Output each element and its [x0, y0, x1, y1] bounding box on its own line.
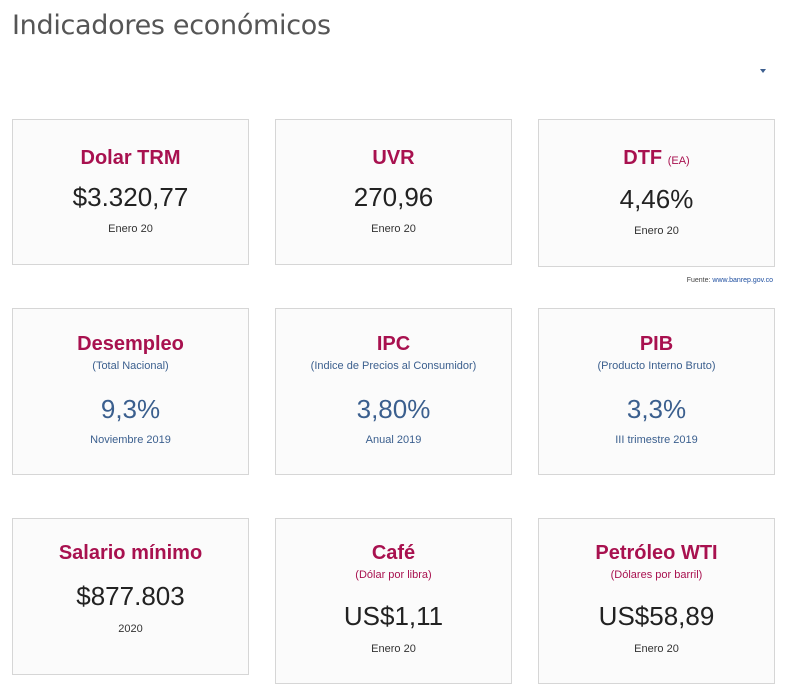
indicator-name: DTF (EA) — [539, 147, 774, 170]
indicator-name: UVR — [372, 147, 415, 169]
indicator-date: Enero 20 — [371, 223, 416, 235]
indicator-card-petroleo-wti: Petróleo WTI (Dólares por barril) US$58,… — [538, 518, 775, 684]
indicator-value: $3.320,77 — [72, 182, 189, 212]
indicator-value: US$58,89 — [598, 601, 715, 631]
indicator-card-pib: PIB (Producto Interno Bruto) 3,3% III tr… — [538, 308, 775, 475]
indicator-card-desempleo: Desempleo (Total Nacional) 9,3% Noviembr… — [12, 308, 249, 475]
indicator-subtitle: (Indice de Precios al Consumidor) — [310, 360, 477, 372]
indicator-subtitle: (Dólar por libra) — [355, 569, 432, 581]
indicator-date: Enero 20 — [634, 643, 679, 655]
source-link[interactable]: www.banrep.gov.co — [712, 277, 773, 284]
indicator-date: Noviembre 2019 — [90, 434, 171, 446]
indicator-value: US$1,11 — [343, 601, 444, 631]
indicator-date: Anual 2019 — [365, 434, 422, 446]
indicator-value: $877.803 — [76, 581, 185, 611]
indicator-date: Enero 20 — [371, 643, 416, 655]
indicator-date: III trimestre 2019 — [615, 434, 698, 446]
indicator-card-ipc: IPC (Indice de Precios al Consumidor) 3,… — [275, 308, 512, 475]
indicator-value: 9,3% — [100, 394, 161, 424]
indicator-card-dtf: DTF (EA) 4,46% Enero 20 — [538, 119, 775, 267]
indicator-name: IPC — [376, 333, 411, 355]
indicator-name: Desempleo — [77, 333, 184, 355]
source-label: Fuente: — [686, 277, 711, 284]
indicator-value: 270,96 — [353, 182, 434, 212]
source-note: Fuente: www.banrep.gov.co — [687, 277, 773, 284]
indicator-date: Enero 20 — [108, 223, 153, 235]
indicator-date: 2020 — [118, 623, 143, 635]
indicator-name: Petróleo WTI — [595, 542, 718, 564]
indicator-card-cafe: Café (Dólar por libra) US$1,11 Enero 20 — [275, 518, 512, 684]
indicator-value: 4,46% — [619, 184, 694, 214]
indicator-card-salario-minimo: Salario mínimo $877.803 2020 — [12, 518, 249, 675]
indicator-name: Salario mínimo — [58, 542, 203, 564]
indicator-card-uvr: UVR 270,96 Enero 20 — [275, 119, 512, 265]
chevron-down-icon[interactable] — [760, 69, 766, 73]
indicator-subtitle: (Producto Interno Bruto) — [597, 360, 716, 372]
indicator-card-dolar-trm: Dolar TRM $3.320,77 Enero 20 — [12, 119, 249, 265]
indicator-value: 3,3% — [626, 394, 687, 424]
indicator-subtitle: (Total Nacional) — [92, 360, 169, 372]
indicator-name-text: DTF — [623, 147, 663, 169]
indicator-name: PIB — [639, 333, 674, 355]
indicator-tag: (EA) — [667, 155, 690, 167]
page-title: Indicadores económicos — [12, 10, 331, 41]
indicator-value: 3,80% — [356, 394, 431, 424]
indicator-name: Dolar TRM — [80, 147, 181, 169]
indicator-date: Enero 20 — [634, 225, 679, 237]
indicator-name: Café — [371, 542, 416, 564]
indicator-subtitle: (Dólares por barril) — [610, 569, 703, 581]
